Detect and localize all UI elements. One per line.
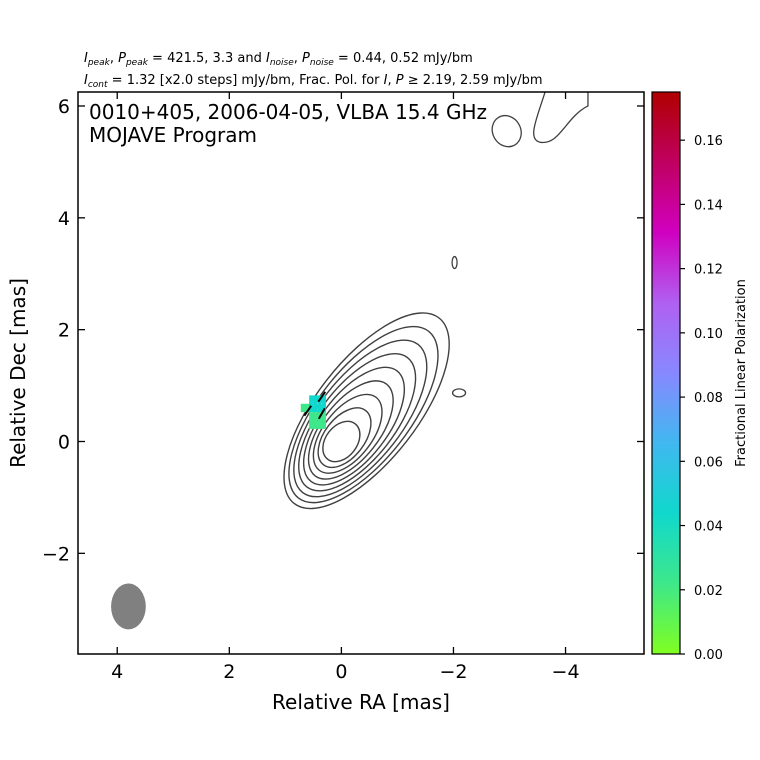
evpa-tick xyxy=(317,407,326,420)
frac-pol-pixel xyxy=(317,412,326,421)
frac-pol-pixel xyxy=(309,403,318,413)
y-tick-label: 0 xyxy=(58,432,70,454)
contour-island-3 xyxy=(491,114,522,148)
annotation-line-2: MOJAVE Program xyxy=(89,123,257,147)
contour-level-1 xyxy=(283,312,450,510)
frac-pol-pixel xyxy=(317,395,326,404)
x-tick-label: 2 xyxy=(223,661,235,683)
colorbar xyxy=(652,92,680,654)
colorbar-tick-label: 0.04 xyxy=(694,520,723,535)
contour-level-7 xyxy=(312,393,383,474)
x-tick-label: −2 xyxy=(439,661,467,683)
y-tick-label: 4 xyxy=(58,208,70,230)
contour-island-4 xyxy=(533,92,589,143)
colorbar-tick-label: 0.12 xyxy=(694,263,723,278)
x-tick-label: 4 xyxy=(111,661,123,683)
contour-level-2 xyxy=(288,325,439,504)
contour-island-2 xyxy=(451,388,467,398)
colorbar-tick-label: 0.14 xyxy=(694,198,723,213)
colorbar-tick-label: 0.06 xyxy=(694,455,723,470)
colorbar-tick-label: 0.00 xyxy=(694,648,723,663)
contour-level-3 xyxy=(293,339,428,498)
header-line-1: Ipeak, Ppeak = 421.5, 3.3 and Inoise, Pn… xyxy=(84,51,473,68)
axis-ticks: 4 2 0 −2 −4 −2 0 2 4 6 xyxy=(42,92,644,683)
y-tick-label: −2 xyxy=(42,543,70,565)
frac-pol-pixel xyxy=(317,403,326,413)
contour-level-4 xyxy=(298,353,417,492)
frac-pol-pixel xyxy=(300,403,310,413)
y-tick-label: 6 xyxy=(58,96,70,118)
plot-frame xyxy=(77,91,645,655)
colorbar-tick-label: 0.02 xyxy=(694,584,723,599)
y-tick-label: 2 xyxy=(58,320,70,342)
y-axis-label: Relative Dec [mas] xyxy=(6,278,30,468)
contour-level-9 xyxy=(322,420,361,463)
frac-pol-pixel xyxy=(309,412,318,421)
x-tick-label: −4 xyxy=(552,661,580,683)
plot-area xyxy=(78,92,644,654)
x-axis-label: Relative RA [mas] xyxy=(272,690,450,714)
annotation-line-1: 0010+405, 2006-04-05, VLBA 15.4 GHz xyxy=(89,100,487,124)
beam-ellipse xyxy=(111,583,146,630)
header-line-2: Icont = 1.32 [x2.0 steps] mJy/bm, Frac. … xyxy=(84,73,543,90)
frac-pol-pixel xyxy=(309,420,318,429)
colorbar-tick-label: 0.08 xyxy=(694,391,723,406)
x-tick-label: 0 xyxy=(335,661,347,683)
colorbar-tick-label: 0.10 xyxy=(694,327,723,342)
colorbar-label: Fractional Linear Polarization xyxy=(734,279,749,467)
contour-level-6 xyxy=(307,380,394,480)
contour-level-5 xyxy=(302,366,406,486)
contour-level-8 xyxy=(317,407,372,469)
colorbar-tick-label: 0.16 xyxy=(694,134,723,149)
evpa-tick xyxy=(317,391,327,403)
frac-pol-pixel xyxy=(309,395,318,404)
plot-content xyxy=(111,92,589,630)
colorbar-frame xyxy=(651,91,681,655)
frac-pol-pixel xyxy=(317,420,326,429)
evpa-tick xyxy=(303,405,313,417)
contour-island-1 xyxy=(451,255,458,270)
colorbar-ticks: 0.00 0.02 0.04 0.06 0.08 0.10 0.12 0.14 0.16 xyxy=(680,134,723,663)
